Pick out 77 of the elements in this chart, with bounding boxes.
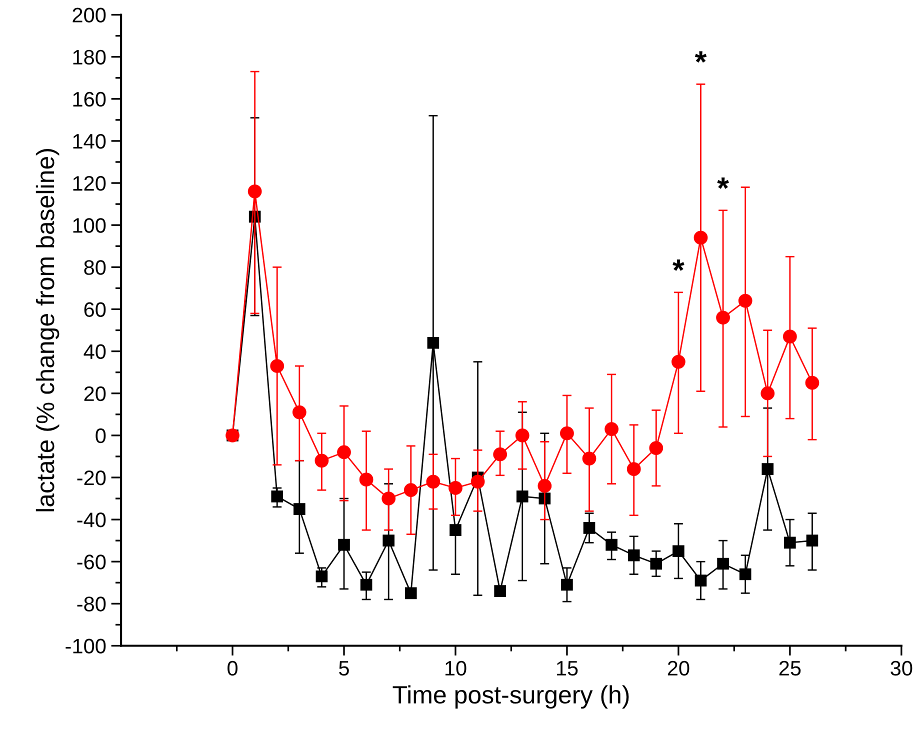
point <box>650 558 662 570</box>
point <box>582 452 596 466</box>
point <box>248 184 262 198</box>
annotation: * <box>717 177 729 189</box>
point <box>672 545 684 558</box>
point <box>806 534 818 546</box>
point <box>271 490 284 502</box>
point <box>762 463 774 475</box>
point <box>450 524 462 536</box>
point <box>404 587 417 600</box>
y-tick-label: 180 <box>73 50 106 65</box>
point <box>292 405 306 420</box>
point <box>538 478 552 493</box>
point <box>427 336 440 349</box>
x-tick-label: 15 <box>556 661 578 676</box>
x-tick-label: 30 <box>890 660 912 676</box>
point <box>359 472 374 487</box>
y-tick-label: 100 <box>73 218 106 233</box>
annotation: * <box>672 259 684 271</box>
point <box>516 490 528 502</box>
point <box>672 354 686 369</box>
y-tick-label: 0 <box>96 428 106 444</box>
point <box>448 481 462 495</box>
point <box>314 454 329 468</box>
point <box>805 376 820 390</box>
point <box>404 483 418 498</box>
y-tick-label: 160 <box>73 92 106 107</box>
y-tick-label: 40 <box>84 344 106 360</box>
x-tick-label: 10 <box>445 660 466 676</box>
y-tick-label: -80 <box>77 596 106 612</box>
y-tick-label: 120 <box>73 176 106 191</box>
point <box>739 568 752 580</box>
y-tick-label: 20 <box>84 386 106 402</box>
point <box>604 422 619 436</box>
y-tick-label: 60 <box>84 302 106 317</box>
point <box>606 538 618 551</box>
y-tick-label: -60 <box>77 554 106 570</box>
y-tick-label: -100 <box>66 638 106 654</box>
y-tick-label: 200 <box>72 8 106 23</box>
point <box>338 538 350 551</box>
point <box>760 386 775 400</box>
point <box>382 492 396 506</box>
point <box>515 428 530 442</box>
point <box>583 522 596 534</box>
y-tick-label: 80 <box>84 260 106 275</box>
y-tick-label: -20 <box>77 470 106 486</box>
point <box>470 474 485 489</box>
point <box>560 426 574 440</box>
y-axis-title: lactate (% change from baseline) <box>36 149 60 512</box>
y-tick-label: 140 <box>73 134 106 149</box>
point <box>337 445 351 460</box>
point <box>382 534 394 546</box>
x-tick-label: 5 <box>339 661 349 676</box>
y-tick-label: -40 <box>77 512 106 528</box>
point <box>626 462 641 476</box>
x-tick-label: 20 <box>668 660 690 676</box>
point <box>494 585 506 597</box>
point <box>649 441 664 455</box>
point <box>628 549 640 562</box>
point <box>360 578 372 591</box>
point <box>316 570 328 582</box>
point <box>294 503 306 515</box>
point <box>426 474 440 489</box>
x-axis-title: Time post-surgery (h) <box>392 685 629 709</box>
point <box>561 578 573 591</box>
point <box>782 330 797 344</box>
point <box>493 447 508 462</box>
x-tick-label: 0 <box>228 660 238 676</box>
annotation: * <box>694 51 707 63</box>
x-tick-label: 25 <box>779 660 801 676</box>
point <box>738 294 752 308</box>
point <box>717 558 729 570</box>
point <box>694 574 707 586</box>
point <box>784 536 796 549</box>
point <box>694 230 708 245</box>
point <box>270 359 284 373</box>
point <box>716 310 730 325</box>
